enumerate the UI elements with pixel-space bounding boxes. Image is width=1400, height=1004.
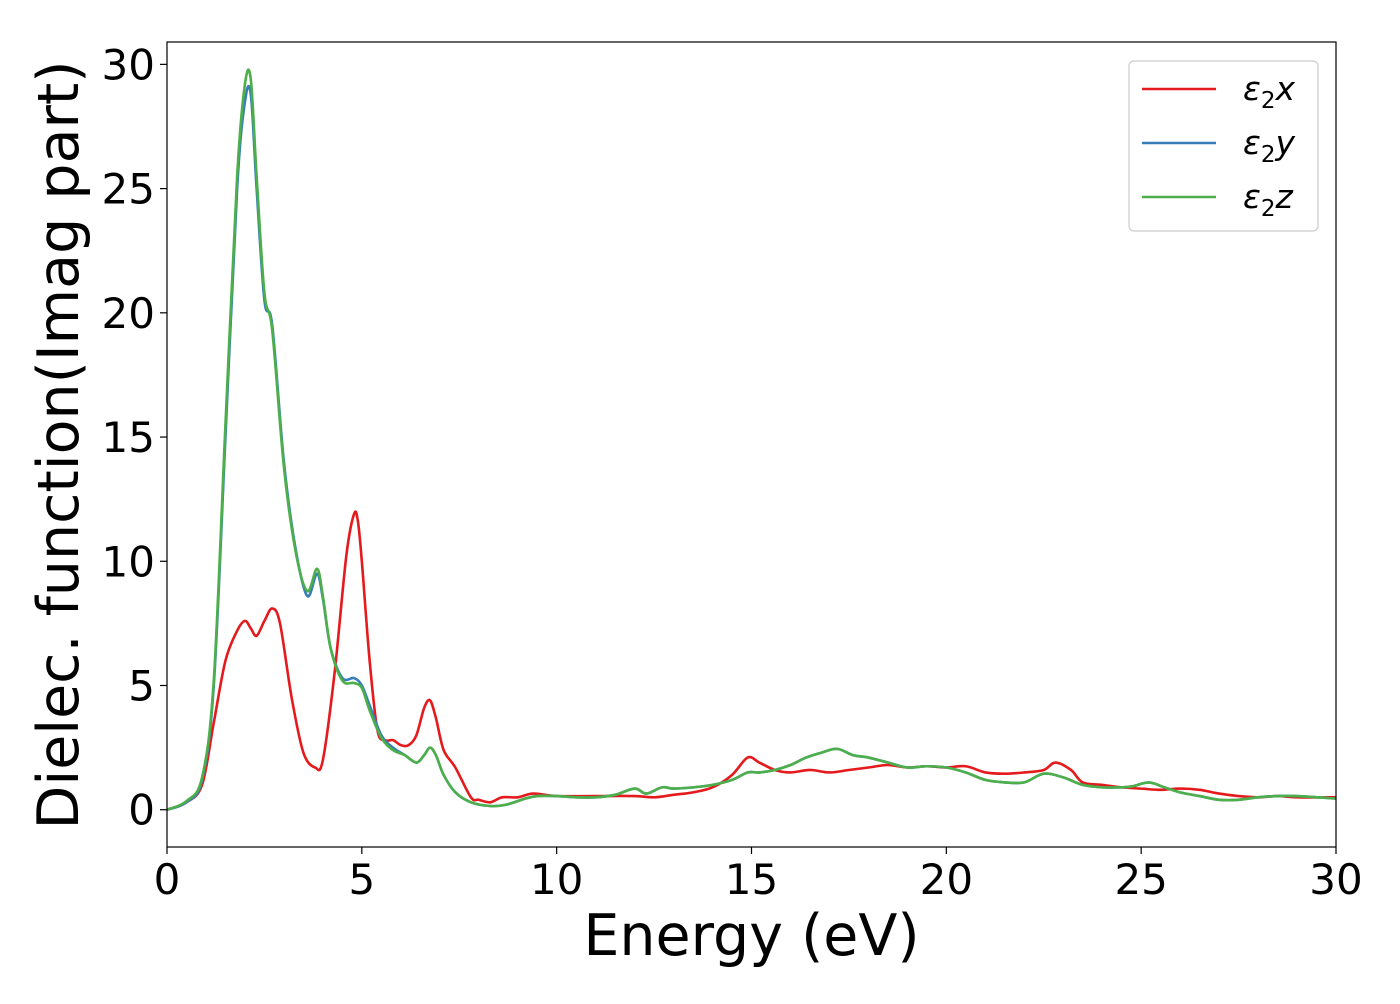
legend-frame <box>1128 60 1319 232</box>
x-axis-label: Energy (eV) <box>583 903 919 969</box>
series-lines <box>167 68 1336 811</box>
x-axis-ticks: 0 5 10 15 20 25 30 <box>154 847 1363 904</box>
y-tick-label: 30 <box>102 40 155 89</box>
legend-label-z: ε2z <box>1243 177 1293 222</box>
y-tick-label: 10 <box>102 537 155 586</box>
series-line-x <box>167 510 1336 811</box>
x-tick-label: 15 <box>725 855 778 904</box>
x-tick-label: 5 <box>348 855 375 904</box>
x-tick-label: 30 <box>1309 855 1362 904</box>
y-tick-label: 5 <box>128 662 155 711</box>
legend: ε2x ε2y ε2z <box>1128 60 1319 232</box>
y-tick-label: 15 <box>102 413 155 462</box>
legend-label-x: ε2x <box>1243 69 1295 114</box>
x-tick-label: 25 <box>1114 855 1167 904</box>
x-tick-label: 0 <box>154 855 181 904</box>
y-tick-label: 20 <box>102 289 155 338</box>
legend-label-y: ε2y <box>1243 123 1295 168</box>
y-tick-label: 25 <box>102 165 155 214</box>
y-axis-label: Dielec. function(Imag part) <box>26 60 92 829</box>
y-axis-ticks: 0 5 10 15 20 25 30 <box>102 40 167 835</box>
x-tick-label: 20 <box>920 855 973 904</box>
x-tick-label: 10 <box>530 855 583 904</box>
series-line-z <box>167 68 1336 811</box>
y-tick-label: 0 <box>128 786 155 835</box>
